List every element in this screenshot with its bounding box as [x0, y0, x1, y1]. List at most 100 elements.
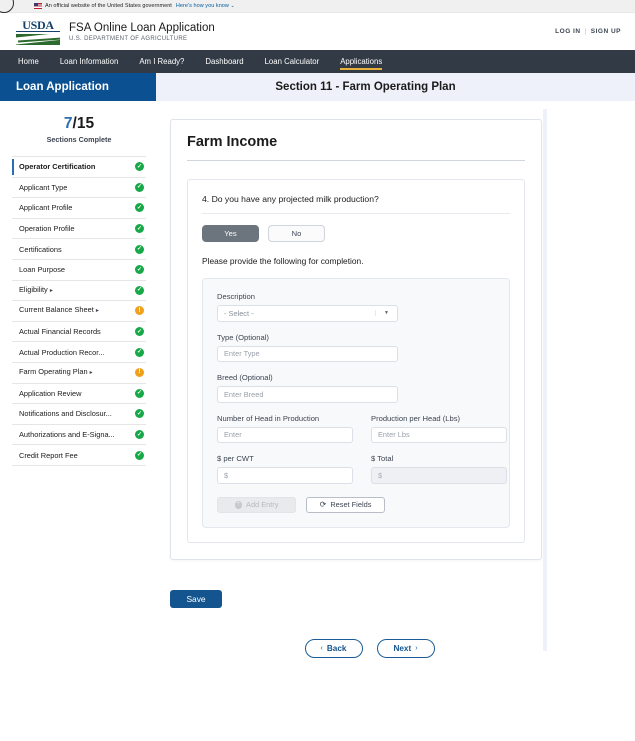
next-label: Next [393, 644, 412, 653]
chevron-down-icon: ⌄ [230, 3, 235, 9]
back-button[interactable]: ‹ Back [304, 639, 363, 658]
nav-item-label: Dashboard [205, 57, 244, 66]
sidebar-item-actual-financial-records[interactable]: Actual Financial Records [12, 322, 146, 343]
sidebar-item-current-balance-sheet[interactable]: Current Balance Sheet ▸ [12, 301, 146, 322]
sign-up-link[interactable]: SIGN UP [590, 28, 621, 35]
nav-item-label: Applications [340, 57, 383, 66]
sidebar-item-operator-certification[interactable]: Operator Certification [12, 157, 146, 178]
cwt-field-group: $ per CWT $ [217, 454, 353, 484]
sidebar-item-notifications-and-disclosures[interactable]: Notifications and Disclosur... [12, 404, 146, 425]
sidebar-item-label: Application Review [19, 388, 82, 398]
status-complete-icon [135, 203, 144, 213]
sidebar-item-label: Farm Operating Plan ▸ [19, 367, 135, 378]
nav-item-dashboard[interactable]: Dashboard [195, 50, 254, 73]
section-list: Operator Certification Applicant Type Ap… [12, 156, 146, 466]
how-you-know-label: Here's how you know [175, 3, 229, 9]
nav-item-label: Loan Information [59, 57, 119, 66]
loan-application-label: Loan Application [0, 73, 156, 101]
page-title: Farm Income [187, 134, 525, 161]
chevron-right-icon: ▸ [95, 308, 99, 315]
sidebar-item-farm-operating-plan[interactable]: Farm Operating Plan ▸ [12, 363, 146, 384]
section-bar: Loan Application Section 11 - Farm Opera… [0, 73, 635, 101]
sidebar-item-operation-profile[interactable]: Operation Profile [12, 219, 146, 240]
description-field-group: Description - Select - ▼ [217, 292, 495, 322]
sidebar-item-label: Actual Production Recor... [19, 347, 105, 357]
header-titles: FSA Online Loan Application U.S. DEPARTM… [69, 21, 215, 42]
answer-yes-button[interactable]: Yes [202, 225, 259, 242]
how-you-know-link[interactable]: Here's how you know ⌄ [176, 3, 235, 9]
breed-label: Breed (Optional) [217, 373, 273, 382]
auth-separator: | [584, 28, 587, 35]
type-label: Type (Optional) [217, 332, 269, 342]
nav-item-am-i-ready[interactable]: Am I Ready? [129, 50, 195, 73]
sidebar-item-applicant-type[interactable]: Applicant Type [12, 178, 146, 199]
type-input[interactable]: Enter Type [217, 345, 398, 362]
description-select-value: - Select - [224, 308, 254, 318]
next-button[interactable]: Next › [376, 639, 435, 658]
cwt-input[interactable]: $ [217, 467, 353, 484]
progress-counter: 7/15 [12, 115, 146, 132]
add-entry-button[interactable]: + Add Entry [217, 496, 296, 513]
back-label: Back [326, 644, 347, 653]
sidebar-item-loan-purpose[interactable]: Loan Purpose [12, 260, 146, 281]
yes-no-toggle: Yes No [202, 225, 510, 242]
total-input: $ [371, 467, 507, 484]
sidebar-item-label: Authorizations and E-Signa... [19, 430, 115, 440]
content-gutter [543, 109, 547, 651]
sidebar-item-label: Applicant Type [19, 182, 68, 192]
site-header: USDA FSA Online Loan Application U.S. DE… [0, 13, 635, 50]
sidebar-item-text: Current Balance Sheet [19, 305, 94, 315]
sidebar-item-credit-report-fee[interactable]: Credit Report Fee [12, 445, 146, 466]
nav-item-loan-information[interactable]: Loan Information [49, 50, 129, 73]
main-navigation: Home Loan Information Am I Ready? Dashbo… [0, 50, 635, 73]
description-label: Description [217, 292, 255, 301]
head-input[interactable]: Enter [217, 426, 353, 443]
progress-caption: Sections Complete [46, 135, 112, 144]
main-content: Farm Income 4. Do you have any projected… [156, 101, 635, 741]
sidebar-item-applicant-profile[interactable]: Applicant Profile [12, 198, 146, 219]
sidebar-item-label: Certifications [19, 244, 62, 254]
status-complete-icon [135, 327, 144, 337]
head-production-row: Number of Head in Production Enter Produ… [217, 413, 507, 443]
nav-item-home[interactable]: Home [16, 50, 49, 73]
sidebar-item-authorizations-and-esignature[interactable]: Authorizations and E-Signa... [12, 425, 146, 446]
question-text: 4. Do you have any projected milk produc… [202, 194, 510, 214]
status-complete-icon [135, 430, 144, 440]
sidebar-item-eligibility[interactable]: Eligibility ▸ [12, 281, 146, 302]
sidebar-item-actual-production-records[interactable]: Actual Production Recor... [12, 342, 146, 363]
breed-field-group: Breed (Optional) Enter Breed [217, 373, 495, 403]
sidebar-item-label: Operator Certification [19, 162, 96, 172]
save-button[interactable]: Save [170, 590, 222, 608]
reset-fields-button[interactable]: ⟳ Reset Fields [306, 496, 385, 513]
sidebar-item-application-review[interactable]: Application Review [12, 384, 146, 405]
nav-item-label: Loan Calculator [264, 57, 320, 66]
status-incomplete-icon [135, 306, 144, 316]
government-banner-text: An official website of the United States… [45, 3, 172, 9]
auth-links: LOG IN | SIGN UP [555, 28, 621, 35]
question-label: Do you have any projected milk productio… [211, 194, 379, 204]
nav-item-loan-calculator[interactable]: Loan Calculator [254, 50, 330, 73]
status-complete-icon [135, 285, 144, 295]
page-body: 7/15 Sections Complete Operator Certific… [0, 101, 635, 741]
sidebar-item-certifications[interactable]: Certifications [12, 239, 146, 260]
progress-completed-count: 7 [63, 115, 73, 132]
answer-no-button[interactable]: No [268, 225, 325, 242]
government-banner: An official website of the United States… [0, 0, 635, 13]
description-select[interactable]: - Select - ▼ [217, 305, 398, 322]
pagination-controls: ‹ Back Next › [170, 639, 635, 658]
question-block: 4. Do you have any projected milk produc… [187, 179, 525, 543]
status-incomplete-icon [135, 368, 144, 378]
refresh-icon: ⟳ [319, 499, 327, 509]
head-label: Number of Head in Production [217, 413, 320, 423]
usda-logo[interactable]: USDA [16, 19, 60, 45]
nav-item-label: Am I Ready? [139, 57, 185, 66]
breed-input[interactable]: Enter Breed [217, 386, 398, 403]
production-input[interactable]: Enter Lbs [371, 426, 507, 443]
status-complete-icon [135, 244, 144, 254]
log-in-link[interactable]: LOG IN [555, 28, 581, 35]
cwt-label: $ per CWT [217, 454, 254, 463]
progress-total-count: /15 [72, 115, 95, 132]
question-number: 4. [202, 194, 210, 204]
farm-income-card: Farm Income 4. Do you have any projected… [170, 119, 542, 560]
nav-item-applications[interactable]: Applications [330, 50, 393, 73]
